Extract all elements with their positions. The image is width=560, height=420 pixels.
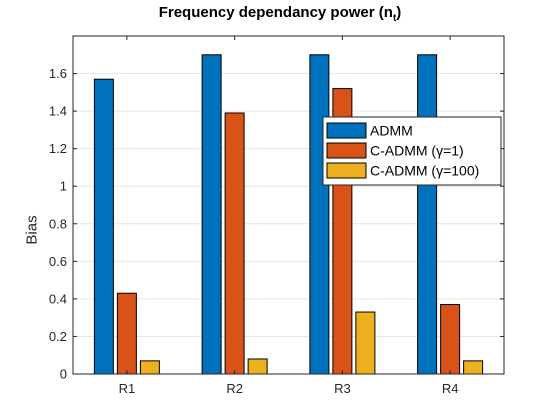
bar-3-R1 — [139, 360, 160, 375]
x-tick-label: R1 — [119, 381, 136, 396]
y-tick-label: 0.4 — [49, 291, 67, 306]
bar-2-R2 — [224, 112, 245, 375]
bar-2-R4 — [440, 304, 461, 375]
x-tick-label: R4 — [442, 381, 459, 396]
y-tick-label: 0.6 — [49, 254, 67, 269]
axes-box — [72, 35, 505, 375]
bar-3-R2 — [247, 358, 268, 375]
plot-background — [73, 36, 504, 374]
legend-entry-3: C-ADMM (γ=100) — [370, 163, 479, 179]
x-tick-label: R3 — [334, 381, 351, 396]
legend-entry-1: ADMM — [370, 123, 413, 139]
y-tick-label: 0 — [60, 367, 67, 382]
bar-1-R1 — [93, 78, 114, 375]
x-tick-label: R2 — [226, 381, 243, 396]
y-tick-label: 1 — [60, 179, 67, 194]
legend-swatch-3 — [326, 162, 367, 179]
chart-title-subscript: t — [392, 13, 397, 24]
y-tick-label: 1.2 — [49, 141, 67, 156]
legend-entry-2: C-ADMM (γ=1) — [370, 143, 464, 159]
y-tick-label: 1.6 — [49, 66, 67, 81]
bar-3-R3 — [355, 311, 376, 375]
chart-title: Frequency dependancy power (nt) — [0, 4, 560, 24]
bar-1-R2 — [201, 54, 222, 375]
bar-3-R4 — [463, 360, 484, 375]
legend-swatch-1 — [326, 122, 367, 139]
chart-title-main: Frequency dependancy power (n — [158, 4, 393, 21]
bar-2-R1 — [116, 292, 137, 375]
chart-title-end: ) — [396, 4, 402, 21]
legend-swatch-2 — [326, 142, 367, 159]
y-tick-label: 0.8 — [49, 216, 67, 231]
bar-1-R4 — [417, 54, 438, 375]
y-tick-label: 0.2 — [49, 329, 67, 344]
y-tick-label: 1.4 — [49, 104, 67, 119]
bar-1-R3 — [309, 54, 330, 375]
